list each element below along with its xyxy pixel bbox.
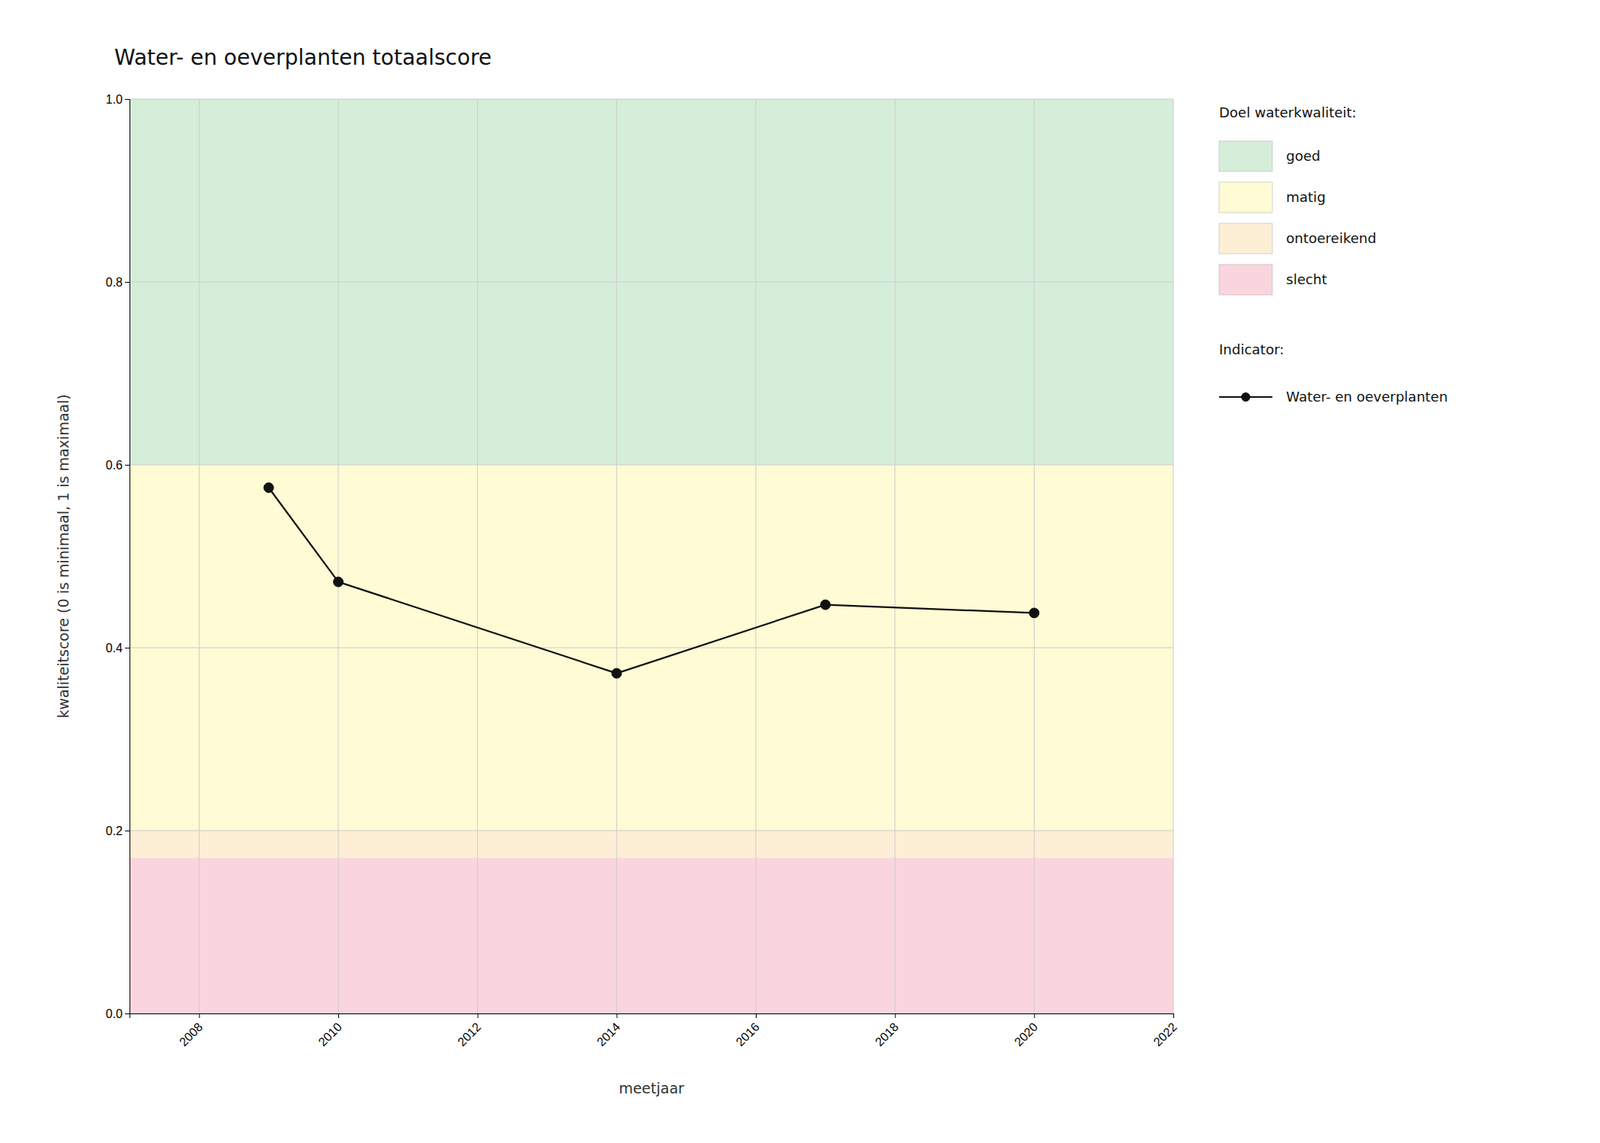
y-tick: 0.4 xyxy=(105,641,130,655)
series-point xyxy=(1029,608,1040,618)
legend-swatch xyxy=(1219,264,1273,295)
grid-line xyxy=(129,464,1174,466)
x-tick: 2016 xyxy=(733,1013,762,1049)
legend-marker xyxy=(1241,393,1251,402)
legend-swatch xyxy=(1219,182,1273,213)
x-tick-label: 2018 xyxy=(872,1020,901,1049)
x-tick-mark xyxy=(895,1013,896,1018)
x-tick-mark xyxy=(755,1013,757,1018)
y-tick-label: 0.4 xyxy=(105,641,123,655)
x-tick: 2010 xyxy=(316,1013,345,1049)
grid-line xyxy=(129,281,1174,283)
grid-line xyxy=(198,99,200,1014)
series-point xyxy=(611,668,622,679)
legend-label: ontoereikend xyxy=(1286,230,1376,247)
y-tick-mark xyxy=(124,830,130,832)
y-tick-label: 0.2 xyxy=(105,824,123,838)
bands xyxy=(129,99,1174,1014)
x-tick-mark xyxy=(1033,1013,1035,1018)
y-tick-mark xyxy=(124,1013,130,1015)
grid-line xyxy=(129,647,1174,649)
x-tick-label: 2016 xyxy=(733,1020,762,1049)
grid-line xyxy=(1033,99,1035,1014)
grid xyxy=(129,99,1174,1014)
x-tick-mark xyxy=(477,1013,479,1018)
x-tick: 2014 xyxy=(594,1013,623,1049)
y-axis-title: kwaliteitscore (0 is minimaal, 1 is maxi… xyxy=(54,393,72,718)
x-axis-title: meetjaar xyxy=(618,1079,685,1097)
series-line xyxy=(268,487,1035,674)
x-tick-mark xyxy=(616,1013,618,1018)
legend-swatch xyxy=(1219,223,1273,254)
chart-title: Water- en oeverplanten totaalscore xyxy=(114,44,492,71)
legend-title: Doel waterkwaliteit: xyxy=(1219,104,1357,121)
y-tick: 0.2 xyxy=(105,824,130,838)
x-tick-label: 2010 xyxy=(316,1020,345,1049)
x-tick-label: 2014 xyxy=(594,1020,623,1049)
band xyxy=(129,857,1174,1014)
x-tick-label: 2022 xyxy=(1151,1020,1180,1049)
x-tick-label: 2008 xyxy=(176,1020,205,1049)
x-tick-label: 2012 xyxy=(454,1020,484,1049)
legend: Doel waterkwaliteit: goed matig ontoereiken… xyxy=(1219,104,1448,405)
x-tick: 2022 xyxy=(1151,1013,1180,1049)
x-tick-mark xyxy=(198,1013,200,1018)
series-point xyxy=(820,599,831,610)
x-axis: 2008 2010 2012 2014 2016 2018 2020 2022 xyxy=(130,1013,1180,1049)
legend-label: matig xyxy=(1286,188,1326,205)
plot-area: 200820102012201420162018202020220.00.20.… xyxy=(54,92,1180,1097)
x-axis-line xyxy=(130,1014,1175,1019)
grid-line xyxy=(129,830,1174,832)
grid-line xyxy=(476,99,478,1014)
legend-label: slecht xyxy=(1286,271,1328,288)
marks xyxy=(263,483,1040,679)
y-tick: 0.8 xyxy=(105,275,130,289)
y-tick-label: 0.6 xyxy=(105,458,123,472)
y-tick: 0.0 xyxy=(105,1007,130,1021)
x-tick: 2018 xyxy=(872,1013,901,1049)
grid-line xyxy=(894,99,896,1014)
grid-line xyxy=(1173,99,1175,1014)
y-axis: 0.0 0.2 0.4 0.6 0.8 1.0 xyxy=(105,92,131,1021)
x-tick: 2020 xyxy=(1011,1013,1040,1049)
x-tick: 2012 xyxy=(454,1013,484,1049)
x-tick-mark xyxy=(1173,1013,1175,1018)
y-tick-mark xyxy=(124,281,130,283)
legend-label: Water- en oeverplanten xyxy=(1286,388,1448,405)
y-tick-mark xyxy=(124,647,130,649)
series-point xyxy=(263,483,274,493)
grid-line xyxy=(755,99,757,1014)
band xyxy=(129,99,1174,465)
series-point xyxy=(333,576,344,587)
y-tick: 1.0 xyxy=(105,92,130,106)
y-tick-label: 0.0 xyxy=(105,1007,123,1021)
grid-line xyxy=(338,99,340,1014)
x-tick-label: 2020 xyxy=(1011,1020,1040,1049)
legend-label: goed xyxy=(1286,147,1321,164)
y-tick-label: 0.8 xyxy=(105,275,123,289)
grid-line xyxy=(616,99,618,1014)
x-tick: 2008 xyxy=(176,1013,205,1049)
chart: 200820102012201420162018202020220.00.20.… xyxy=(0,0,1600,1143)
y-tick-mark xyxy=(124,464,130,466)
legend-swatch xyxy=(1219,140,1273,172)
band xyxy=(129,830,1174,858)
y-tick-mark xyxy=(124,99,130,100)
band xyxy=(129,464,1174,831)
y-tick-label: 1.0 xyxy=(105,92,123,106)
x-tick-mark xyxy=(338,1013,340,1018)
legend-title: Indicator: xyxy=(1219,341,1284,358)
y-axis-line xyxy=(124,99,131,1015)
y-tick: 0.6 xyxy=(105,458,130,472)
grid-line xyxy=(129,99,1174,100)
